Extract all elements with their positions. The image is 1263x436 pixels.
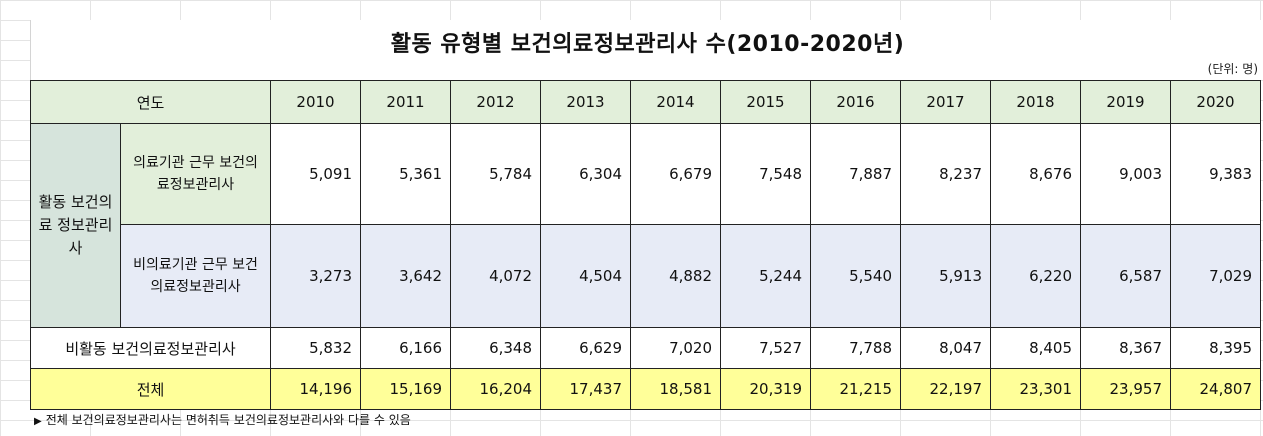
table-cell: 7,527 (720, 327, 812, 369)
year-header: 2013 (540, 80, 632, 124)
table-cell: 8,237 (900, 123, 992, 225)
year-header: 2017 (900, 80, 992, 124)
table-row-inactive: 비활동 보건의료정보관리사 5,832 6,166 6,348 6,629 7,… (29, 327, 1262, 369)
title-row: 활동 유형별 보건의료정보관리사 수(2010-2020년) (30, 20, 1263, 60)
year-header: 2018 (990, 80, 1082, 124)
table-cell: 8,047 (900, 327, 992, 369)
row-label-medical: 의료기관 근무 보건의료정보관리사 (119, 123, 272, 225)
table-cell: 21,215 (810, 368, 902, 410)
table-cell: 8,405 (990, 327, 1082, 369)
table-cell: 15,169 (360, 368, 452, 410)
table-cell: 4,882 (630, 224, 722, 328)
table-cell: 4,072 (450, 224, 542, 328)
table-cell: 9,003 (1080, 123, 1172, 225)
table-cell: 8,367 (1080, 327, 1172, 369)
table-cell: 5,540 (810, 224, 902, 328)
table-cell: 23,957 (1080, 368, 1172, 410)
table-cell: 3,273 (270, 224, 362, 328)
table-cell: 6,679 (630, 123, 722, 225)
unit-row: (단위: 명) (30, 58, 1263, 80)
table-cell: 6,629 (540, 327, 632, 369)
table-cell: 17,437 (540, 368, 632, 410)
year-header: 2012 (450, 80, 542, 124)
footnote-text: 전체 보건의료정보관리사는 면허취득 보건의료정보관리사와 다를 수 있음 (45, 413, 411, 427)
table-cell: 7,020 (630, 327, 722, 369)
table-cell: 24,807 (1170, 368, 1262, 410)
table-cell: 3,642 (360, 224, 452, 328)
row-label-medical-text: 의료기관 근무 보건의료정보관리사 (133, 155, 258, 193)
header-row: 연도 2010 2011 2012 2013 2014 2015 2016 20… (29, 80, 1262, 124)
year-header: 2020 (1170, 80, 1262, 124)
table-row-non-medical: 비의료기관 근무 보건의료정보관리사 3,273 3,642 4,072 4,5… (31, 224, 1262, 328)
table-cell: 14,196 (270, 368, 362, 410)
table-cell: 4,504 (540, 224, 632, 328)
table-row-medical: 활동 보건의료 정보관리 사 의료기관 근무 보건의료정보관리사 5,091 5… (30, 123, 1262, 328)
year-header: 2015 (720, 80, 812, 124)
table-cell: 6,166 (360, 327, 452, 369)
table-cell: 8,395 (1170, 327, 1262, 369)
table-cell: 6,220 (990, 224, 1082, 328)
table-cell: 22,197 (900, 368, 992, 410)
year-header: 2014 (630, 80, 722, 124)
table-cell: 6,348 (450, 327, 542, 369)
table-cell: 5,244 (720, 224, 812, 328)
year-header: 2019 (1080, 80, 1172, 124)
table-cell: 18,581 (630, 368, 722, 410)
row-label-total: 전체 (29, 368, 272, 410)
table-cell: 7,029 (1170, 224, 1262, 328)
year-header: 2011 (360, 80, 452, 124)
table-row-total: 전체 14,196 15,169 16,204 17,437 18,581 20… (29, 368, 1262, 410)
table-cell: 20,319 (720, 368, 812, 410)
year-header-label: 연도 (29, 80, 272, 124)
table-cell: 6,587 (1080, 224, 1172, 328)
table-cell: 5,832 (270, 327, 362, 369)
table-cell: 23,301 (990, 368, 1082, 410)
year-header: 2016 (810, 80, 902, 124)
table-cell: 5,361 (360, 123, 452, 225)
table-cell: 7,548 (720, 123, 812, 225)
table-cell: 16,204 (450, 368, 542, 410)
table-title-text: 활동 유형별 보건의료정보관리사 수(2010-2020년) (388, 32, 907, 60)
row-label-inactive: 비활동 보건의료정보관리사 (29, 327, 272, 369)
table-cell: 5,913 (900, 224, 992, 328)
table-cell: 5,091 (270, 123, 362, 225)
table-cell: 8,676 (990, 123, 1082, 225)
data-table: 연도 2010 2011 2012 2013 2014 2015 2016 20… (29, 80, 1262, 410)
table-cell: 9,383 (1170, 123, 1262, 225)
footnote: ▶ 전체 보건의료정보관리사는 면허취득 보건의료정보관리사와 다를 수 있음 (34, 411, 411, 428)
table-cell: 5,784 (450, 123, 542, 225)
table-cell: 7,788 (810, 327, 902, 369)
triangle-bullet-icon: ▶ (34, 416, 42, 427)
active-group-label: 활동 보건의료 정보관리 사 (30, 123, 121, 328)
year-header: 2010 (270, 80, 362, 124)
row-label-non-medical-text: 비의료기관 근무 보건의료정보관리사 (133, 257, 258, 295)
row-label-non-medical: 비의료기관 근무 보건의료정보관리사 (119, 224, 272, 328)
table-title: 활동 유형별 보건의료정보관리사 수(2010-2020년) (31, 26, 1263, 60)
active-group-label-text: 활동 보건의료 정보관리 사 (38, 193, 113, 257)
unit-label: (단위: 명) (1207, 62, 1258, 76)
table-cell: 6,304 (540, 123, 632, 225)
table-cell: 7,887 (810, 123, 902, 225)
